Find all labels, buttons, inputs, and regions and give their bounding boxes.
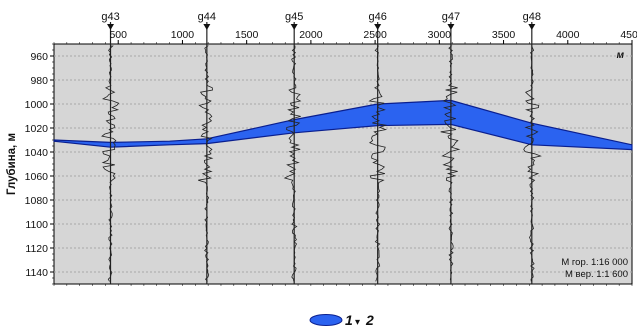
y-tick-label: 960 xyxy=(30,51,48,63)
legend-separator: ▾ xyxy=(355,317,360,327)
legend-label-1: 1 xyxy=(345,312,353,327)
well-log-curve xyxy=(523,45,542,282)
x-tick-label: 3500 xyxy=(492,29,516,41)
x-tick-label: 3000 xyxy=(428,29,452,41)
well-log-curve xyxy=(101,45,120,282)
y-tick-label: 980 xyxy=(30,75,48,87)
well-name: g45 xyxy=(285,11,303,23)
x-tick-label: 2500 xyxy=(363,29,387,41)
scale-vertical: М вер. 1:1 600 xyxy=(565,269,628,280)
y-tick-label: 1080 xyxy=(25,195,49,207)
well-name: g44 xyxy=(198,11,216,23)
legend-layer-swatch xyxy=(309,314,343,326)
x-tick-label: 2000 xyxy=(299,29,323,41)
x-tick-label: 4000 xyxy=(556,29,580,41)
x-tick-label: 1500 xyxy=(235,29,259,41)
x-axis: 500 1000 1500 2000 2500 3000 3500 4000 4500 xyxy=(53,29,637,286)
legend: 1 ▾ 2 xyxy=(309,312,374,327)
well-marker xyxy=(107,24,115,30)
y-axis-title: Глубина, м xyxy=(6,133,18,195)
y-axis: 960 980 1000 1020 1040 1060 1080 1100 1120 1140 xyxy=(25,43,54,285)
x-tick-label: 500 xyxy=(109,29,127,41)
wells-group: g43 g44 g45 g46 g47 g48 xyxy=(101,11,542,284)
well-log-curve xyxy=(368,45,388,282)
y-tick-label: 1060 xyxy=(25,171,49,183)
well-name: g48 xyxy=(523,11,541,23)
well-marker xyxy=(528,24,536,30)
y-tick-label: 1140 xyxy=(25,267,48,279)
legend-label-2: 2 xyxy=(365,312,374,327)
y-tick-label: 1120 xyxy=(25,243,48,255)
well-marker xyxy=(374,24,382,30)
well-name: g47 xyxy=(442,11,460,23)
well-marker xyxy=(290,24,298,30)
x-tick-label: 4500 xyxy=(620,29,637,41)
y-tick-label: 1100 xyxy=(25,219,48,231)
well-marker xyxy=(447,24,455,30)
x-tick-label: 1000 xyxy=(171,29,195,41)
scale-horizontal: М гор. 1:16 000 xyxy=(561,257,628,268)
y-tick-label: 1020 xyxy=(25,123,49,135)
unit-label: м xyxy=(617,50,625,61)
grid xyxy=(54,55,632,273)
y-tick-label: 1040 xyxy=(25,147,49,159)
plot-background xyxy=(53,43,633,285)
well-log-curve xyxy=(198,45,214,282)
well-log-curve xyxy=(440,45,461,282)
well-log-curve xyxy=(283,45,302,282)
well-marker xyxy=(203,24,211,30)
well-name: g46 xyxy=(369,11,387,23)
y-tick-label: 1000 xyxy=(25,99,49,111)
well-name: g43 xyxy=(101,11,119,23)
